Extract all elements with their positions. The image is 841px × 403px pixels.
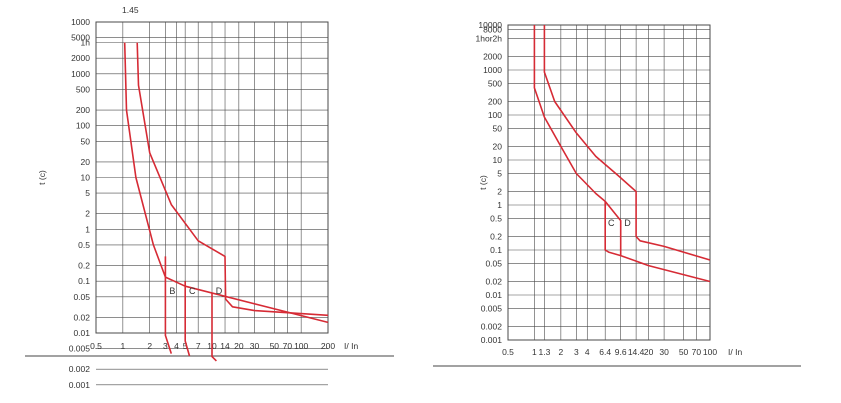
y-tick-label: 100 [76, 121, 90, 131]
y-tick-label: 0.01 [485, 290, 502, 300]
y-tick-label: 0.005 [481, 304, 503, 314]
x-tick-label: 1 [532, 347, 537, 357]
y-tick-label: 1hor2h [476, 34, 503, 44]
y-tick-label: 0.2 [78, 261, 90, 271]
y-tick-label: 500 [488, 79, 502, 89]
y-axis-label: t (c) [37, 170, 47, 185]
y-tick-label: 0.1 [78, 276, 90, 286]
y-tick-label: 10000 [478, 20, 502, 30]
series-curve [184, 281, 191, 357]
y-tick-label: 1 [497, 200, 502, 210]
x-tick-label: 30 [659, 347, 669, 357]
y-tick-label: 2 [85, 209, 90, 219]
y-tick-label: 5000 [71, 33, 90, 43]
y-tick-label: 0.5 [78, 240, 90, 250]
y-tick-label: 0.002 [69, 364, 91, 374]
x-tick-label: 5 [183, 341, 188, 351]
plot-frame [507, 24, 711, 341]
x-tick-label: 70 [692, 347, 702, 357]
y-tick-label: 0.001 [69, 380, 91, 390]
x-tick-label: 14 [220, 341, 230, 351]
y-tick-label: 1 [85, 224, 90, 234]
y-tick-label: 2000 [71, 53, 90, 63]
x-tick-label: 3 [574, 347, 579, 357]
series-curve [164, 256, 173, 354]
y-tick-label: 1000 [71, 17, 90, 27]
y-tick-label: 500 [76, 84, 90, 94]
y-tick-label: 0.05 [73, 292, 90, 302]
y-axis-label: t (c) [478, 175, 488, 190]
series-label: C [608, 218, 615, 228]
y-tick-label: 5 [497, 169, 502, 179]
x-tick-label: 2 [147, 341, 152, 351]
x-tick-label: 9.6 [615, 347, 627, 357]
y-tick-label: 2000 [483, 51, 502, 61]
series-curve [543, 25, 711, 261]
x-tick-label: 14.4 [628, 347, 645, 357]
y-tick-label: 2 [497, 186, 502, 196]
x-tick-label: 200 [321, 341, 335, 351]
y-tick-label: 20 [81, 157, 91, 167]
chart-1: 100050001h200010005002001005020105210.50… [37, 5, 358, 390]
x-tick-label: 30 [250, 341, 260, 351]
y-tick-label: 200 [488, 96, 502, 106]
x-tick-label: 0.5 [90, 341, 102, 351]
x-tick-label: 20 [234, 341, 244, 351]
x-tick-label: 0.5 [502, 347, 514, 357]
x-axis-label: I/ In [728, 347, 742, 357]
y-tick-label: 0.5 [490, 214, 502, 224]
y-tick-label: 0.005 [69, 344, 91, 354]
series-label: B [169, 286, 175, 296]
x-tick-label: 4 [174, 341, 179, 351]
y-tick-label: 0.2 [490, 231, 502, 241]
y-tick-label: 8000 [483, 24, 502, 34]
x-tick-label: 100 [703, 347, 717, 357]
x-tick-label: 3 [163, 341, 168, 351]
series-curve [533, 25, 711, 283]
y-tick-label: 0.05 [485, 259, 502, 269]
y-tick-label: 0.02 [73, 312, 90, 322]
y-tick-label: 1h [81, 38, 91, 48]
series-label: C [189, 286, 196, 296]
y-tick-label: 10 [81, 173, 91, 183]
y-tick-label: 20 [493, 141, 503, 151]
series-curve [211, 292, 217, 362]
y-tick-label: 0.01 [73, 328, 90, 338]
y-tick-label: 100 [488, 110, 502, 120]
x-tick-label: 100 [294, 341, 308, 351]
x-tick-label: 70 [283, 341, 293, 351]
x-tick-label: 1.3 [539, 347, 551, 357]
x-tick-label: 4 [585, 347, 590, 357]
series-curve [604, 200, 622, 256]
y-tick-label: 10 [493, 155, 503, 165]
series-label: D [216, 286, 223, 296]
x-tick-label: 50 [679, 347, 689, 357]
y-tick-label: 50 [81, 136, 91, 146]
y-tick-label: 5 [85, 188, 90, 198]
x-tick-label: 20 [644, 347, 654, 357]
x-tick-label: 7 [196, 341, 201, 351]
top-label: 1.45 [122, 5, 139, 15]
y-tick-label: 1000 [483, 65, 502, 75]
y-tick-label: 0.001 [481, 335, 503, 345]
y-tick-label: 0.002 [481, 321, 503, 331]
y-tick-label: 0.02 [485, 276, 502, 286]
x-tick-label: 1 [120, 341, 125, 351]
series-curve [123, 42, 329, 324]
x-tick-label: 6.4 [599, 347, 611, 357]
x-tick-label: 2 [558, 347, 563, 357]
series-label: D [624, 218, 631, 228]
x-axis-label: I/ In [344, 341, 358, 351]
y-tick-label: 0.1 [490, 245, 502, 255]
y-tick-label: 1000 [71, 69, 90, 79]
series-curve [136, 42, 329, 317]
y-tick-label: 200 [76, 105, 90, 115]
x-tick-label: 50 [270, 341, 280, 351]
y-tick-label: 50 [493, 124, 503, 134]
